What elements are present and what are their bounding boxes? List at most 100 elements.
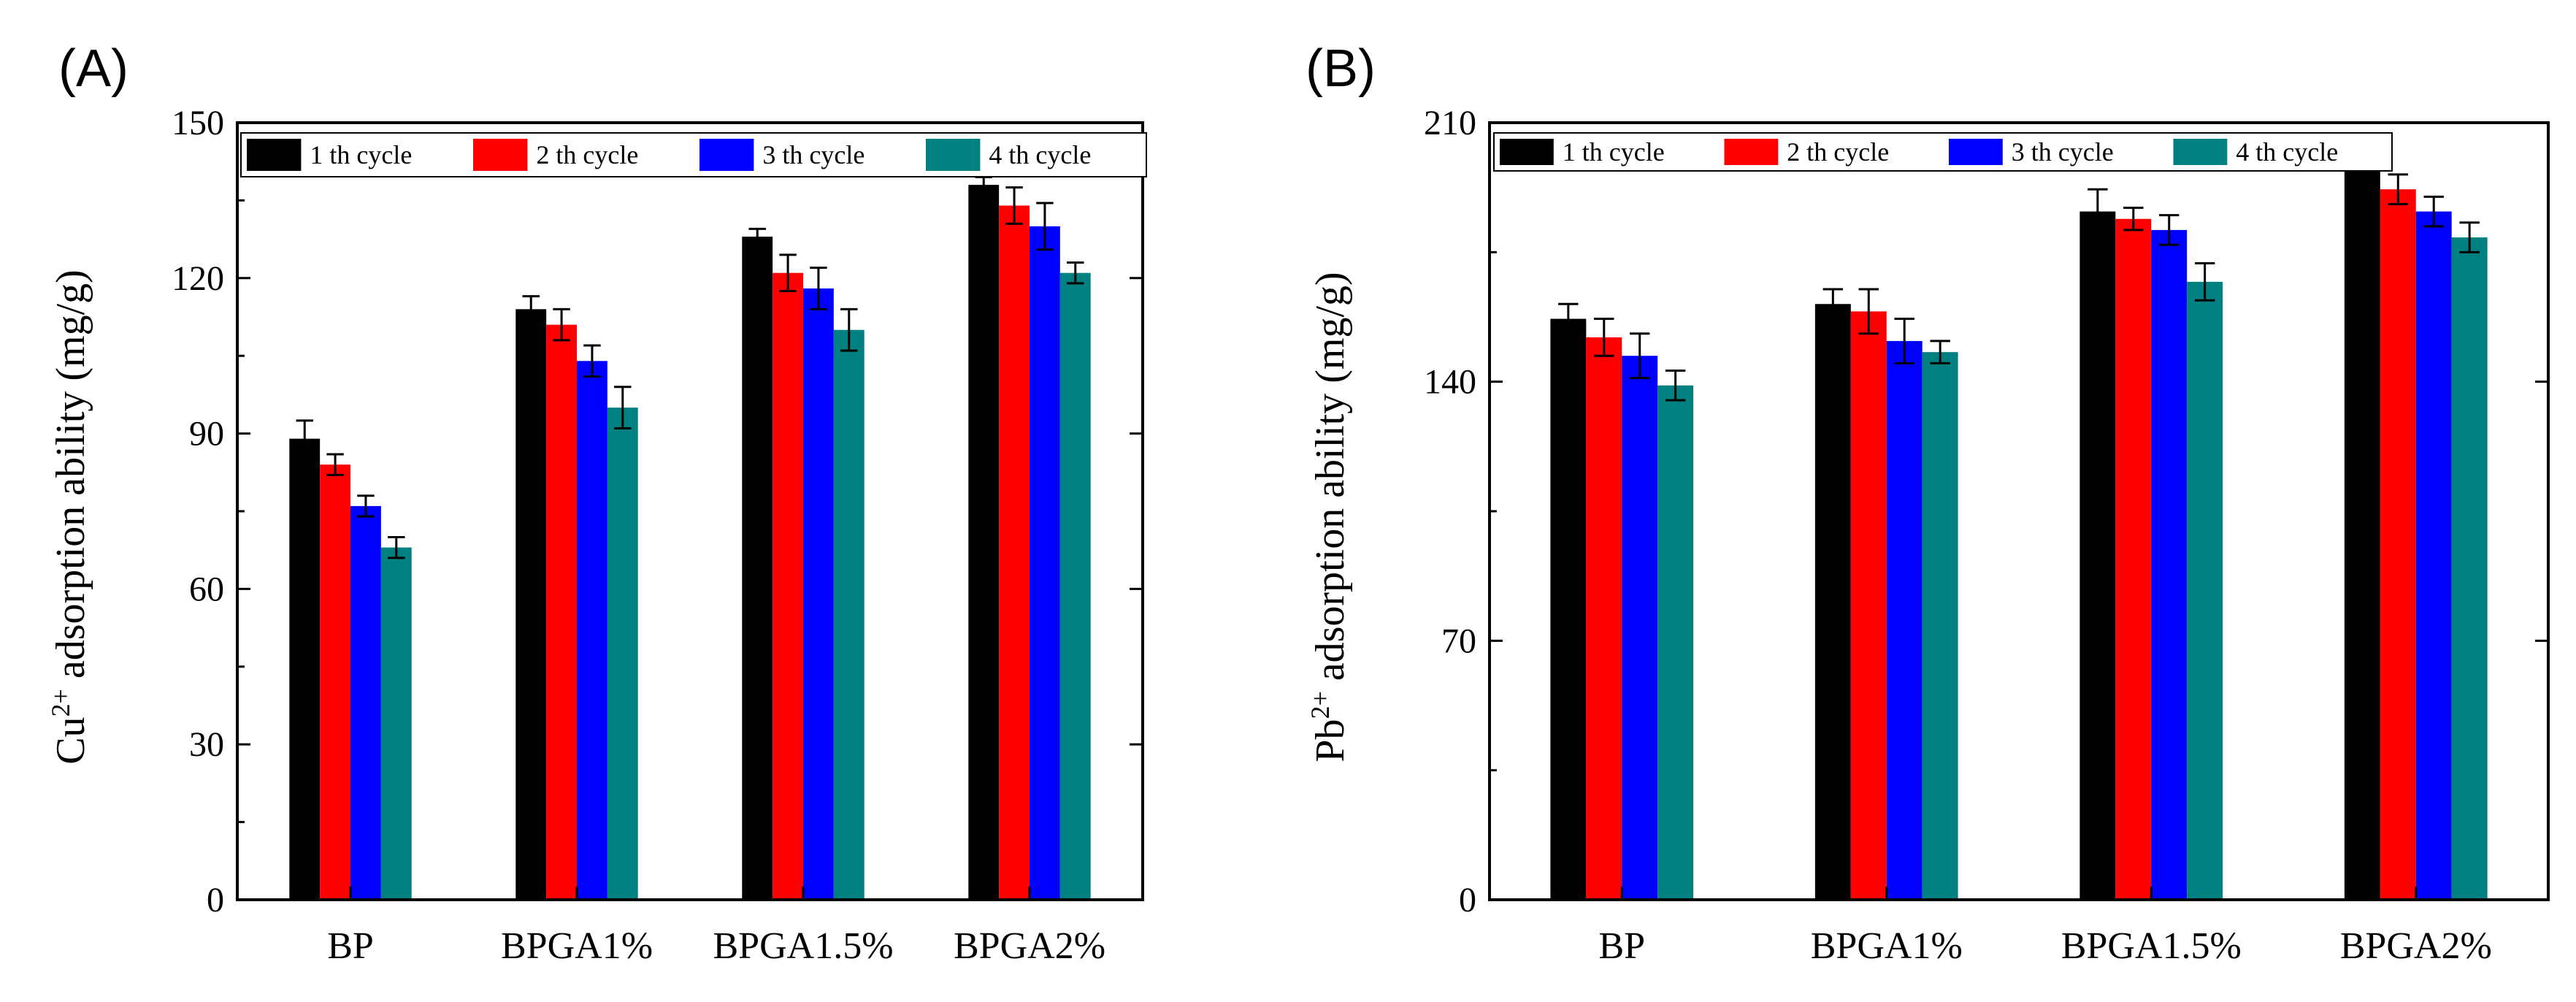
y-axis-title-prefix-a: Cu [48, 716, 93, 764]
error-bar-b-series2-cat3 [2123, 207, 2144, 232]
error-bar-b-series4-cat2 [1930, 340, 1950, 364]
error-bar-a-series4-cat1 [388, 535, 405, 559]
error-bar-a-series1-cat2 [522, 295, 540, 324]
legend-label-a-4: 4 th cycle [989, 140, 1091, 169]
error-bar-b-series3-cat4 [2423, 195, 2444, 228]
y-tick-label-a-3: 90 [189, 415, 224, 454]
bar-b-series1-cat3 [2079, 211, 2116, 900]
x-category-label-a-3: BPGA2% [954, 925, 1105, 967]
legend-label-a-3: 3 th cycle [762, 140, 865, 169]
error-bar-a-series4-cat3 [840, 307, 858, 352]
bar-b-series1-cat1 [1550, 318, 1587, 900]
bar-a-series1-cat2 [515, 309, 547, 900]
bar-b-series2-cat4 [2380, 189, 2416, 900]
legend-box-a [240, 132, 1147, 177]
legend-b: 1 th cycle 2 th cycle 3 th cycle 4 th cycle [1493, 132, 2393, 172]
bar-a-series2-cat4 [999, 205, 1030, 900]
bar-b-series4-cat2 [1922, 352, 1958, 900]
bar-b-series3-cat4 [2415, 211, 2452, 900]
error-bar-a-series2-cat1 [326, 453, 344, 476]
bar-b-series4-cat3 [2187, 281, 2223, 900]
bar-a-series4-cat3 [833, 329, 865, 900]
error-bar-b-series3-cat1 [1630, 332, 1650, 380]
x-category-label-a-2: BPGA1.5% [713, 925, 893, 967]
legend-swatch-b-4 [2173, 139, 2228, 165]
x-category-label-a-1: BPGA1% [501, 925, 653, 967]
error-bar-a-series2-cat3 [779, 253, 797, 293]
bar-a-series1-cat4 [968, 185, 1000, 900]
error-bar-b-series4-cat1 [1665, 369, 1686, 402]
y-tick-label-a-5: 150 [172, 104, 224, 142]
y-axis-title-suffix-a: adsorption ability (mg/g) [48, 269, 93, 689]
bar-b-series3-cat1 [1622, 356, 1658, 900]
x-category-label-b-3: BPGA2% [2340, 925, 2492, 967]
y-tick-label-a-2: 60 [189, 570, 224, 608]
chart-panel-a: (A) Cu2+ adsorption ability (mg/g) 0 30 60… [46, 39, 1147, 967]
bar-b-series1-cat4 [2344, 159, 2380, 900]
legend-swatch-a-4 [926, 139, 981, 171]
bar-a-series4-cat1 [380, 547, 412, 900]
legend-label-b-1: 1 th cycle [1563, 137, 1665, 167]
bar-a-series4-cat4 [1059, 272, 1091, 900]
bar-b-series3-cat2 [1886, 340, 1923, 900]
error-bar-b-series1-cat3 [2088, 188, 2108, 235]
bar-b-series4-cat4 [2451, 237, 2488, 900]
bar-a-series3-cat4 [1030, 226, 1060, 900]
error-bar-a-series1-cat1 [296, 419, 313, 459]
plot-area-b: 0 70 140 210 BP BPGA1% BPGA1.5% BPGA2% [1424, 104, 2550, 967]
error-bar-a-series3-cat1 [357, 494, 375, 518]
legend-label-b-3: 3 th cycle [2012, 137, 2114, 167]
bar-a-series2-cat3 [773, 272, 803, 900]
chart-panel-b: (B) Pb2+ adsorption ability (mg/g) 0 70 14… [1306, 39, 2550, 967]
error-bar-b-series2-cat4 [2388, 173, 2408, 205]
y-axis-title-suffix-b: adsorption ability (mg/g) [1308, 272, 1353, 691]
plot-area-a: 0 30 60 90 120 150 BP BPGA1% BPGA1.5% BPGA2% [172, 104, 1144, 967]
y-axis-title-prefix-b: Pb [1308, 719, 1353, 762]
error-bar-b-series3-cat3 [2159, 214, 2180, 246]
bar-b-series4-cat1 [1657, 385, 1694, 900]
error-bar-a-series2-cat2 [553, 307, 570, 342]
y-tick-label-b-1: 70 [1441, 622, 1476, 660]
bar-a-series2-cat2 [546, 324, 577, 900]
bar-a-series3-cat2 [577, 361, 607, 900]
error-bar-b-series2-cat1 [1594, 318, 1614, 357]
error-bar-a-series4-cat2 [614, 386, 632, 430]
y-axis-title-a: Cu2+ adsorption ability (mg/g) [46, 269, 93, 765]
error-bar-b-series1-cat2 [1822, 288, 1844, 321]
legend-label-b-4: 4 th cycle [2236, 137, 2338, 167]
bar-b-series2-cat2 [1850, 311, 1887, 900]
error-bar-a-series4-cat4 [1067, 261, 1084, 285]
bar-a-series3-cat1 [350, 505, 381, 900]
legend-swatch-a-1 [247, 139, 302, 171]
y-tick-label-a-0: 0 [207, 881, 224, 919]
x-category-label-b-2: BPGA1.5% [2061, 925, 2242, 967]
y-axis-title-superscript-b: 2+ [1306, 691, 1335, 719]
y-axis-title-superscript-a: 2+ [46, 689, 75, 716]
y-tick-label-a-4: 120 [172, 259, 224, 298]
x-category-label-b-1: BPGA1% [1811, 925, 1963, 967]
legend-box-b [1493, 132, 2393, 172]
legend-a: 1 th cycle 2 th cycle 3 th cycle 4 th cycle [240, 132, 1147, 177]
error-bar-b-series1-cat1 [1558, 302, 1579, 335]
legend-swatch-b-1 [1500, 139, 1554, 165]
error-bar-a-series3-cat4 [1036, 202, 1054, 251]
bar-b-series1-cat2 [1814, 304, 1851, 900]
bar-b-series3-cat3 [2151, 229, 2188, 900]
error-bar-b-series3-cat2 [1894, 318, 1914, 364]
legend-swatch-a-3 [699, 139, 754, 171]
bar-b-series2-cat3 [2115, 218, 2152, 900]
y-tick-label-b-2: 140 [1424, 363, 1476, 402]
legend-swatch-b-2 [1724, 139, 1779, 165]
panel-label-b: (B) [1306, 39, 1376, 98]
bar-b-series2-cat1 [1586, 337, 1622, 900]
error-bar-b-series2-cat2 [1858, 288, 1879, 335]
panel-label-a: (A) [58, 39, 129, 98]
error-bar-a-series1-cat3 [748, 227, 766, 246]
bar-a-series2-cat1 [320, 464, 350, 900]
legend-label-a-2: 2 th cycle [536, 140, 638, 169]
legend-label-b-2: 2 th cycle [1787, 137, 1889, 167]
y-tick-label-a-1: 30 [189, 725, 224, 764]
bar-a-series4-cat2 [607, 408, 638, 900]
x-category-label-a-0: BP [327, 925, 374, 967]
